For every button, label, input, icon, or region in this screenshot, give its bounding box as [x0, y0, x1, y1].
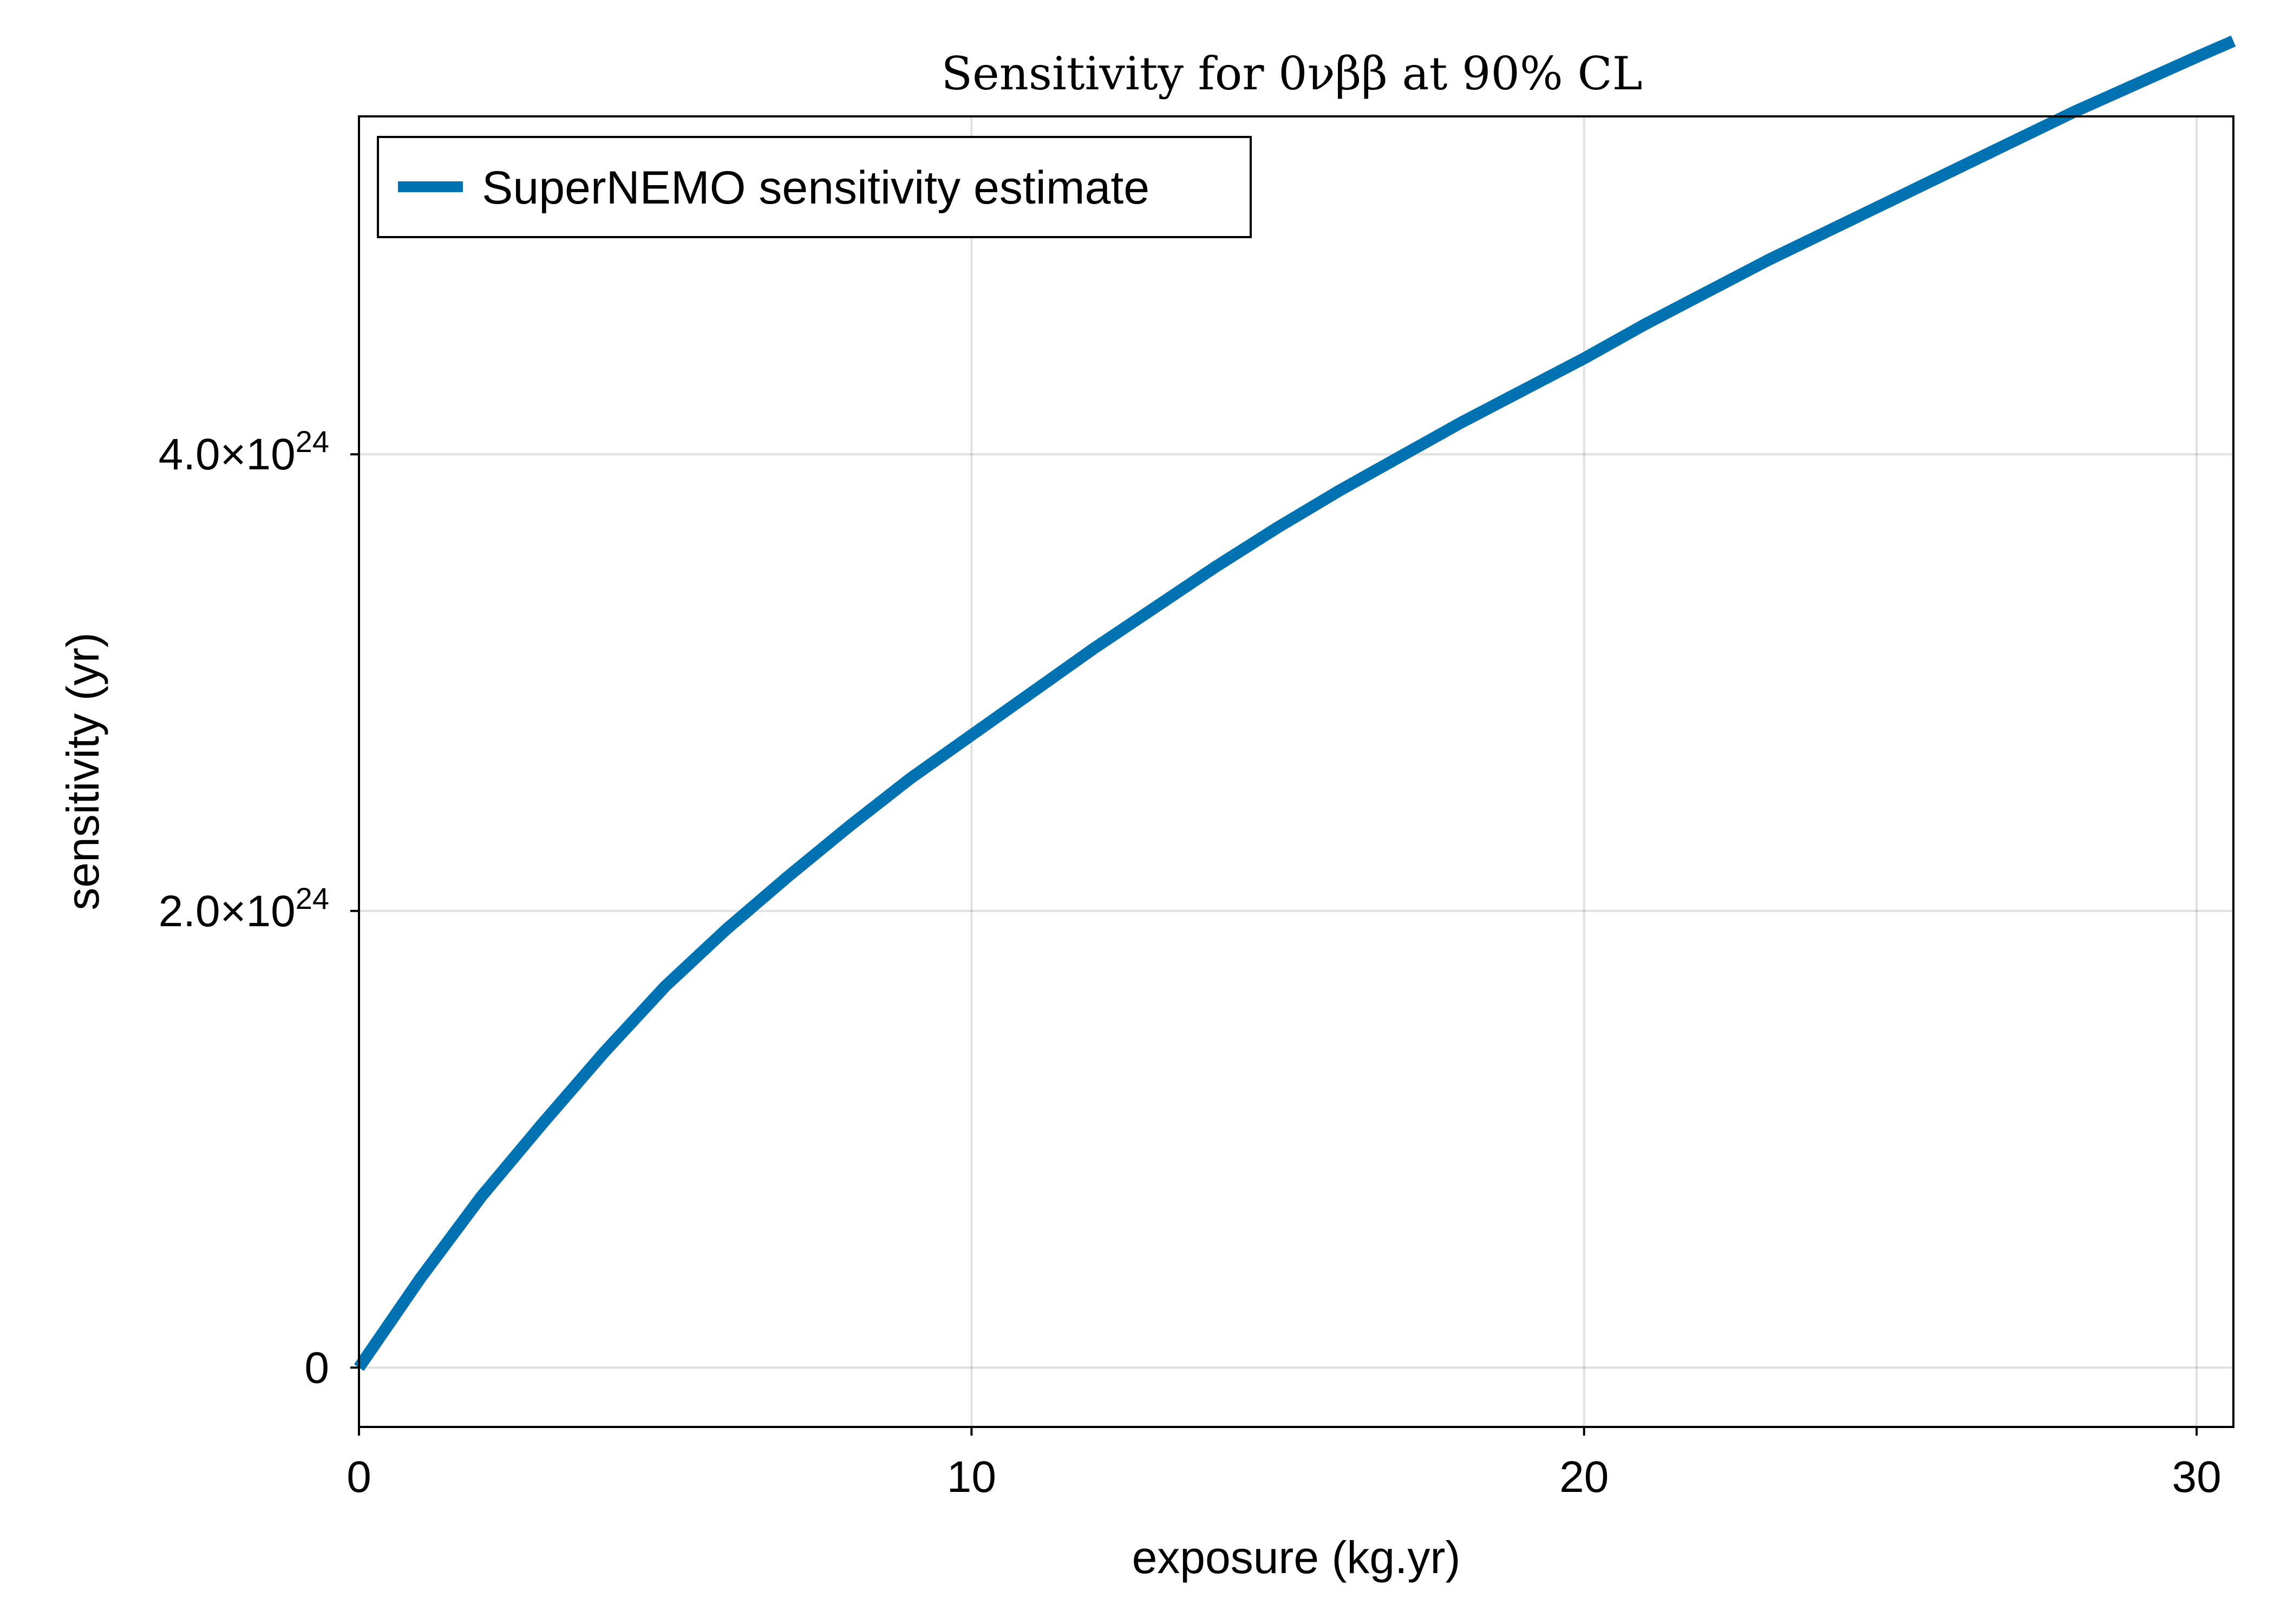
grid	[358, 116, 2233, 1427]
legend-label: SuperNEMO sensitivity estimate	[482, 162, 1149, 214]
y-tick-label: 0	[304, 1343, 329, 1392]
series-line	[354, 35, 2236, 1371]
legend-box	[377, 136, 1252, 238]
x-axis-ticks: 0 10 20 30	[347, 1427, 2221, 1502]
x-axis-label: exposure (kg.yr)	[1132, 1532, 1461, 1583]
y-axis-label: sensitivity (yr)	[57, 632, 108, 910]
plot-frame	[358, 115, 2234, 1428]
legend: SuperNEMO sensitivity estimate	[377, 136, 1252, 238]
chart-title: Sensitivity for 0νββ at 90% CL	[941, 47, 1642, 100]
x-tick-label: 10	[947, 1452, 996, 1502]
y-tick-label: 2.0×1024	[159, 881, 329, 936]
series-layer	[354, 35, 2236, 1371]
x-tick-label: 20	[1559, 1452, 1609, 1502]
x-tick-label: 30	[2172, 1452, 2221, 1502]
y-axis-ticks: 0 2.0×1024 4.0×1024	[159, 424, 359, 1392]
y-tick-label: 4.0×1024	[159, 424, 329, 479]
x-tick-label: 0	[347, 1452, 371, 1502]
